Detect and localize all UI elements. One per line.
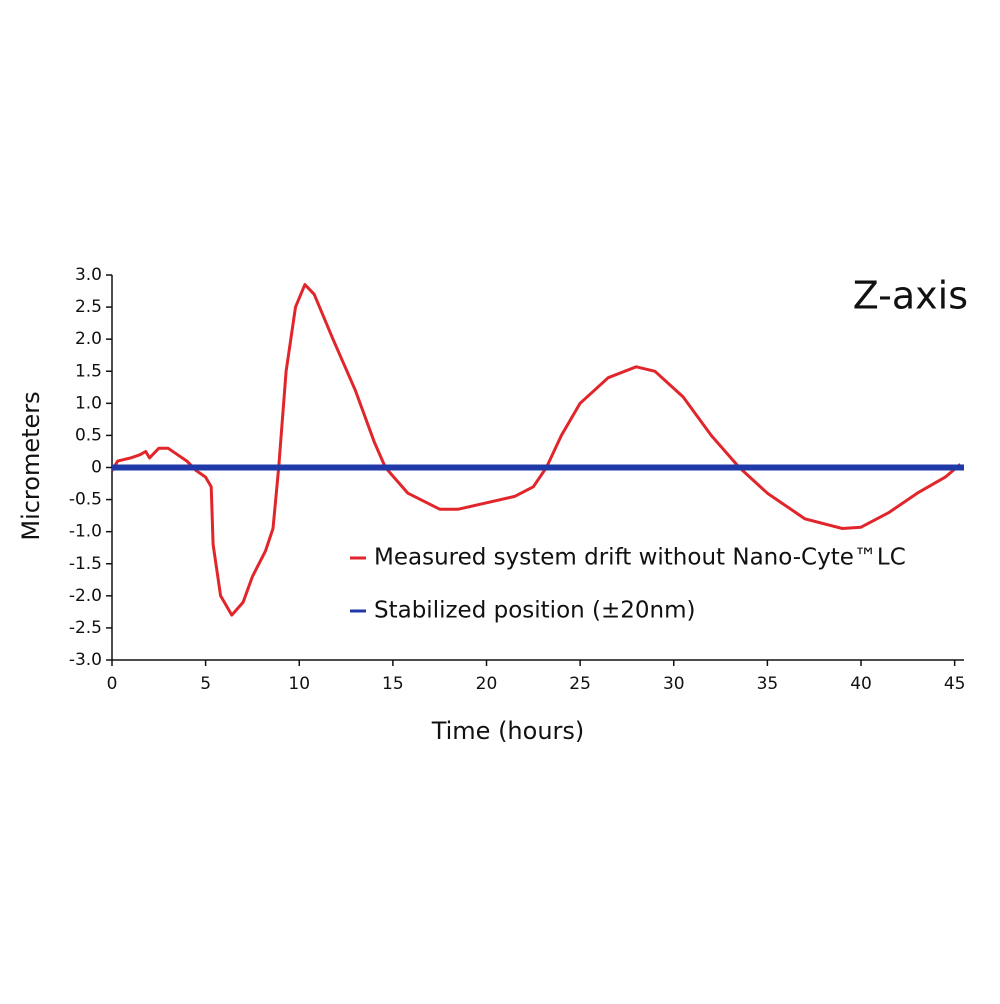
y-tick-label: -0.5 [69,490,102,510]
y-tick-label: 0.5 [75,425,102,445]
x-tick-label: 20 [476,674,498,694]
y-tick-label: -2.0 [69,586,102,606]
y-tick-label: -1.0 [69,522,102,542]
x-tick-label: 40 [850,674,872,694]
x-tick-label: 30 [663,674,685,694]
x-axis-label: Time (hours) [431,717,585,745]
y-tick-label: 3.0 [75,265,102,285]
y-axis-label: Micrometers [17,391,45,540]
chart-title: Z-axis [853,274,968,318]
y-tick-label: 2.0 [75,329,102,349]
x-tick-label: 35 [757,674,779,694]
y-tick-label: 1.0 [75,393,102,413]
legend-label: Measured system drift without Nano-Cyte™… [374,545,906,571]
y-tick-label: 1.5 [75,361,102,381]
y-tick-label: -1.5 [69,554,102,574]
x-tick-label: 25 [569,674,591,694]
y-tick-label: 2.5 [75,297,102,317]
legend-label: Stabilized position (±20nm) [374,598,696,624]
x-tick-label: 45 [944,674,966,694]
y-tick-label: -2.5 [69,618,102,638]
x-tick-label: 5 [200,674,211,694]
y-tick-label: -3.0 [69,650,102,670]
x-tick-label: 10 [288,674,310,694]
x-tick-label: 15 [382,674,404,694]
x-tick-label: 0 [107,674,118,694]
y-tick-label: 0 [91,458,102,478]
series-line [110,283,962,617]
